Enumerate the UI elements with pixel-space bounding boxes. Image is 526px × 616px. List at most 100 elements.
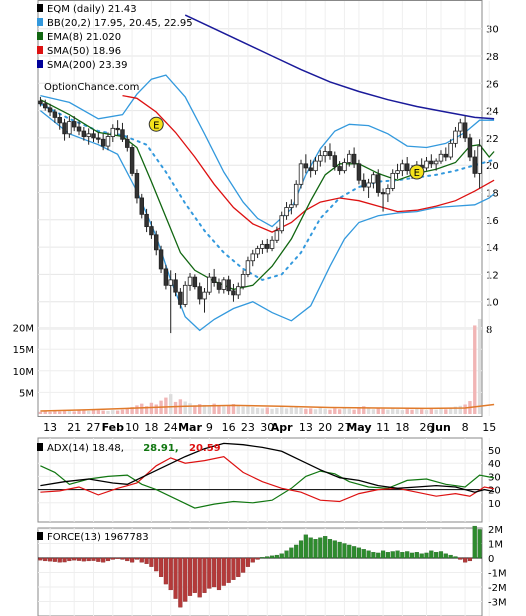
candle-body	[202, 291, 207, 300]
volume-bar	[58, 411, 62, 414]
force-bar	[327, 539, 333, 559]
force-bar	[265, 556, 270, 559]
force-bar	[332, 540, 337, 559]
force-bar	[81, 557, 86, 562]
force-bar	[443, 553, 448, 559]
volume-bar	[328, 409, 332, 414]
force-bar	[260, 557, 265, 559]
force-bar	[448, 554, 453, 559]
force-bar	[212, 557, 217, 588]
force-bar	[158, 557, 164, 578]
candle-body	[144, 213, 149, 228]
x-tick-label: 10	[125, 421, 139, 434]
volume-bar	[362, 406, 366, 414]
candle-body	[458, 122, 463, 132]
candle-body	[115, 127, 120, 131]
price-y-tick-label: 12	[486, 270, 499, 281]
candle-body	[255, 248, 260, 255]
volume-bar	[144, 406, 149, 414]
sma200-line	[184, 14, 495, 120]
force-bar	[438, 551, 444, 559]
candle-body	[100, 138, 106, 147]
candle-body	[274, 230, 280, 241]
force-bar	[197, 557, 202, 598]
adx-legend-swatch	[37, 443, 43, 451]
candle-body	[129, 147, 135, 174]
volume-bar	[415, 407, 419, 414]
volume-bar	[458, 405, 462, 414]
volume-bar	[255, 407, 260, 414]
force-bar	[105, 557, 111, 562]
volume-bar	[140, 403, 144, 414]
earnings-marker-label: E	[153, 120, 159, 131]
candle-body	[390, 172, 395, 189]
candle-body	[125, 138, 130, 148]
force-bar	[192, 557, 197, 593]
volume-bar	[222, 406, 226, 414]
volume-bar	[453, 406, 458, 414]
volume-y-tick-label: 5M	[19, 388, 34, 399]
volume-bar	[72, 411, 76, 414]
volume-bar	[318, 407, 323, 414]
candle-body	[351, 153, 357, 165]
candle-body	[424, 160, 429, 169]
force-bar	[236, 557, 241, 578]
candle-body	[308, 167, 313, 172]
force-bar	[352, 546, 357, 559]
volume-bar	[337, 409, 342, 414]
x-tick-label: Feb	[102, 421, 125, 434]
candle-body	[71, 121, 77, 128]
legend-swatch	[37, 60, 43, 68]
earnings-marker	[148, 116, 164, 132]
candle-body	[192, 276, 198, 288]
legend-swatch	[37, 46, 43, 54]
force-bar	[274, 554, 279, 559]
candle-body	[303, 163, 309, 169]
force-bar	[231, 557, 236, 580]
force-bar	[294, 544, 299, 559]
volume-bar	[212, 403, 216, 414]
volume-bar	[82, 410, 86, 414]
x-tick-label: 20	[318, 421, 332, 434]
candle-body	[38, 100, 43, 105]
earnings-marker	[409, 164, 425, 180]
legend-entry: SMA(200) 23.39	[47, 60, 128, 71]
volume-bar	[308, 408, 313, 414]
volume-bar	[246, 405, 250, 414]
price-y-tick-label: 22	[486, 134, 499, 145]
force-bar	[284, 550, 289, 559]
x-tick-label: 18	[144, 421, 158, 434]
volume-bar	[106, 410, 110, 414]
force-y-tick-label: -2M	[488, 583, 507, 594]
force-legend-swatch	[37, 532, 43, 540]
force-y-tick-label: -3M	[488, 598, 507, 609]
volume-bar	[333, 408, 337, 414]
volume-y-tick-label: 10M	[13, 367, 34, 378]
volume-bar	[115, 410, 120, 414]
force-bar	[120, 557, 125, 560]
force-bar	[202, 557, 207, 593]
volume-bar	[91, 409, 96, 414]
candle-body	[361, 179, 366, 188]
force-bar	[134, 557, 140, 560]
volume-bar	[419, 409, 424, 414]
volume-bar	[236, 405, 240, 414]
candle-body	[110, 127, 116, 137]
volume-bar	[376, 407, 380, 414]
volume-bar	[304, 408, 308, 414]
force-bar	[385, 552, 390, 559]
force-bar	[361, 549, 366, 559]
x-tick-label: 13	[43, 421, 57, 434]
force-bar	[221, 557, 226, 586]
force-bar	[168, 557, 173, 591]
candle-body	[105, 136, 111, 147]
force-bar	[313, 539, 318, 559]
candle-body	[453, 130, 458, 144]
candle-body	[67, 121, 72, 135]
volume-bar	[111, 410, 115, 414]
force-bar	[47, 557, 53, 562]
candle-body	[477, 145, 482, 174]
candle-body	[385, 188, 391, 195]
volume-bar	[323, 408, 327, 414]
candle-body	[216, 282, 222, 290]
